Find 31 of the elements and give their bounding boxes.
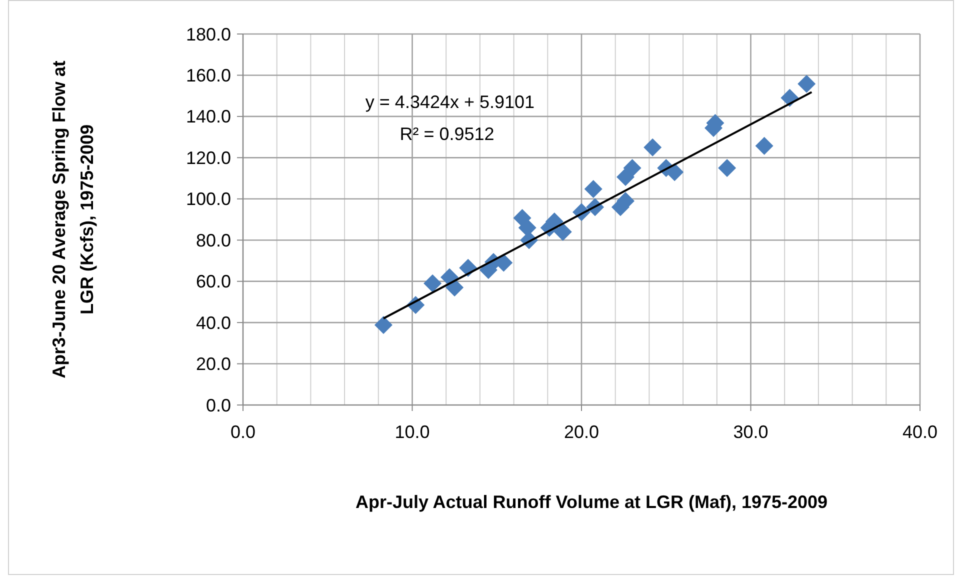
x-tick-label: 40.0 [902,422,938,442]
y-tick-label: 40.0 [196,312,231,333]
point [554,222,572,241]
x-tick-label: 30.0 [733,422,768,442]
point [424,274,442,292]
y-axis-title: Apr3-June 20 Average Spring Flow at LGR (Kcfs), 1975-2009 [49,60,97,378]
point [644,138,662,156]
y-tick-label: 180.0 [186,24,231,44]
x-tick-label: 10.0 [394,422,430,442]
point [374,316,392,334]
x-axis-title: Apr-July Actual Runoff Volume at LGR (Maf), 1975-2009 [355,492,828,512]
y-tick-label: 80.0 [196,230,231,250]
annotation: R² = 0.9512 [400,124,494,144]
annotation: y = 4.3424x + 5.9101 [365,92,535,112]
point [718,158,736,177]
point [584,180,602,198]
point [755,136,774,155]
y-tick-label: 160.0 [186,66,231,86]
y-tick-label: 140.0 [186,106,231,127]
y-tick-label: 120.0 [186,148,231,168]
y-tick-label: 20.0 [196,354,231,374]
x-tick-label: 20.0 [564,422,600,442]
point [616,168,635,186]
point [446,278,464,297]
point [623,158,642,177]
x-tick-label: 0.0 [230,422,256,442]
y-tick-label: 60.0 [196,272,231,292]
point [798,74,816,93]
y-tick-label: 100.0 [186,189,231,210]
point [518,218,536,237]
y-tick-label: 0.0 [206,395,231,416]
